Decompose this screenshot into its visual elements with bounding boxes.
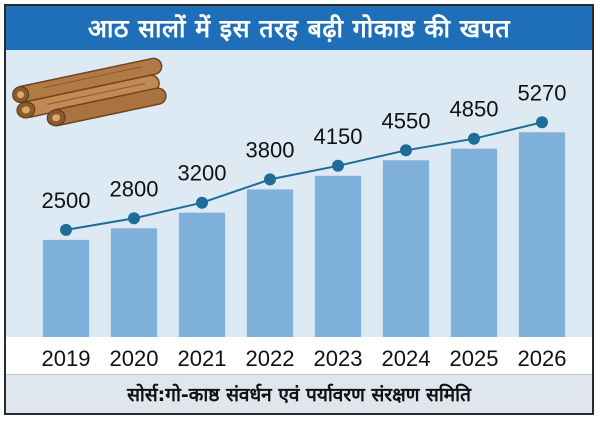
bar-2025	[450, 148, 498, 337]
cinnamon-sticks-image	[12, 57, 167, 127]
point-2022	[264, 173, 276, 186]
chart-frame: आठ सालों में इस तरह बढ़ी गोकाष्ठ की खपत …	[4, 4, 594, 415]
data-label-2019: 2500	[42, 188, 91, 213]
data-label-2023: 4150	[314, 124, 363, 149]
x-axis-svg: 2019 2020 2021 2022 2023 2024 2025 2026	[42, 346, 567, 371]
point-2025	[468, 132, 480, 145]
point-2021	[196, 196, 208, 209]
point-2024	[400, 144, 412, 157]
trend-line	[65, 121, 543, 231]
data-label-2022: 3800	[246, 137, 295, 162]
bar-2019	[42, 239, 90, 337]
x-tick-2024: 2024	[382, 346, 431, 371]
bar-2024	[382, 160, 430, 337]
bar-2026	[518, 132, 566, 337]
data-label-2024: 4550	[382, 108, 431, 133]
bar-2021	[178, 212, 226, 337]
bar-2022	[246, 189, 294, 337]
plot-area: 2500 2800 3200 3800 4150 4550 4850 5270	[6, 50, 592, 337]
x-tick-2020: 2020	[110, 346, 159, 371]
data-label-2026: 5270	[518, 80, 567, 105]
point-2023	[332, 159, 344, 172]
data-label-2021: 3200	[178, 161, 227, 186]
bar-2020	[110, 228, 158, 337]
x-tick-2026: 2026	[518, 346, 567, 371]
point-2026	[536, 116, 548, 129]
point-2019	[60, 223, 72, 236]
chart-svg: 2500 2800 3200 3800 4150 4550 4850 5270	[42, 80, 567, 337]
bar-2023	[314, 175, 362, 337]
chart-title: आठ सालों में इस तरह बढ़ी गोकाष्ठ की खपत	[6, 6, 592, 50]
x-axis: 2019 2020 2021 2022 2023 2024 2025 2026	[6, 337, 592, 377]
data-label-2025: 4850	[450, 97, 499, 122]
x-tick-2019: 2019	[42, 346, 91, 371]
x-tick-2025: 2025	[450, 346, 499, 371]
point-2020	[128, 212, 140, 225]
source-note: सोर्स:गो-काष्ठ संवर्धन एवं पर्यावरण संरक…	[6, 374, 592, 413]
x-tick-2023: 2023	[314, 346, 363, 371]
x-tick-2022: 2022	[246, 346, 295, 371]
data-label-2020: 2800	[110, 176, 159, 201]
x-tick-2021: 2021	[178, 346, 227, 371]
